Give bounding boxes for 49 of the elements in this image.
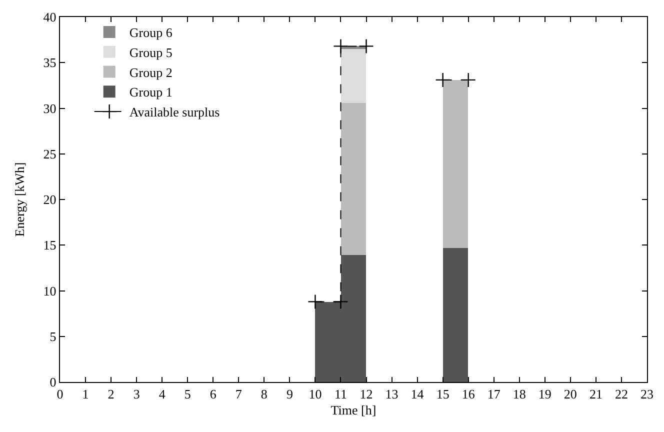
x-tick-label: 20 xyxy=(564,386,577,402)
x-tick-label: 12 xyxy=(360,386,373,402)
bar xyxy=(443,248,468,382)
y-tick-label: 5 xyxy=(50,328,56,344)
point xyxy=(358,38,374,54)
x-tick-label: 8 xyxy=(260,386,268,402)
point xyxy=(460,72,476,88)
y-tick-label: 40 xyxy=(43,10,56,25)
y-tick-label: 10 xyxy=(43,283,56,298)
y-tick-label: 0 xyxy=(50,374,56,390)
x-tick-label: 7 xyxy=(235,386,242,402)
legend-label: Group 6 xyxy=(129,25,173,40)
point xyxy=(435,72,450,88)
x-tick-label: 14 xyxy=(410,386,424,402)
bar xyxy=(341,103,366,255)
x-tick-label: 23 xyxy=(640,386,654,402)
point xyxy=(333,38,348,54)
x-tick-label: 13 xyxy=(385,386,398,402)
point xyxy=(308,294,323,310)
legend-label: Group 1 xyxy=(129,84,172,100)
x-axis-title: Time [h] xyxy=(330,402,376,418)
legend-label: Group 5 xyxy=(129,44,172,60)
x-tick-label: 9 xyxy=(286,386,293,402)
y-axis-title: Energy [kWh] xyxy=(12,162,28,237)
bar xyxy=(443,80,468,248)
bar xyxy=(341,49,366,103)
x-tick-label: 5 xyxy=(184,386,191,402)
y-tick-label: 35 xyxy=(43,55,56,70)
x-tick-label: 3 xyxy=(133,386,140,402)
legend-label: Group 2 xyxy=(129,64,172,80)
x-tick-label: 16 xyxy=(462,386,476,402)
x-tick-label: 19 xyxy=(538,386,552,402)
x-tick-label: 15 xyxy=(436,386,450,402)
x-tick-label: 6 xyxy=(210,386,217,402)
x-tick-label: 11 xyxy=(334,386,348,402)
x-tick-label: 2 xyxy=(108,386,114,402)
y-tick-label: 20 xyxy=(43,192,56,208)
legend-label: Available surplus xyxy=(129,104,220,120)
point xyxy=(333,294,348,310)
y-tick-label: 15 xyxy=(43,238,56,253)
x-tick-label: 18 xyxy=(512,386,526,402)
y-tick-label: 25 xyxy=(43,146,56,162)
y-tick-label: 30 xyxy=(43,100,56,116)
x-tick-label: 4 xyxy=(158,386,166,402)
x-tick-label: 1 xyxy=(82,386,89,402)
x-tick-label: 10 xyxy=(308,386,322,402)
x-tick-label: 22 xyxy=(614,386,628,402)
x-tick-label: 17 xyxy=(487,386,501,402)
x-tick-label: 21 xyxy=(589,386,602,402)
